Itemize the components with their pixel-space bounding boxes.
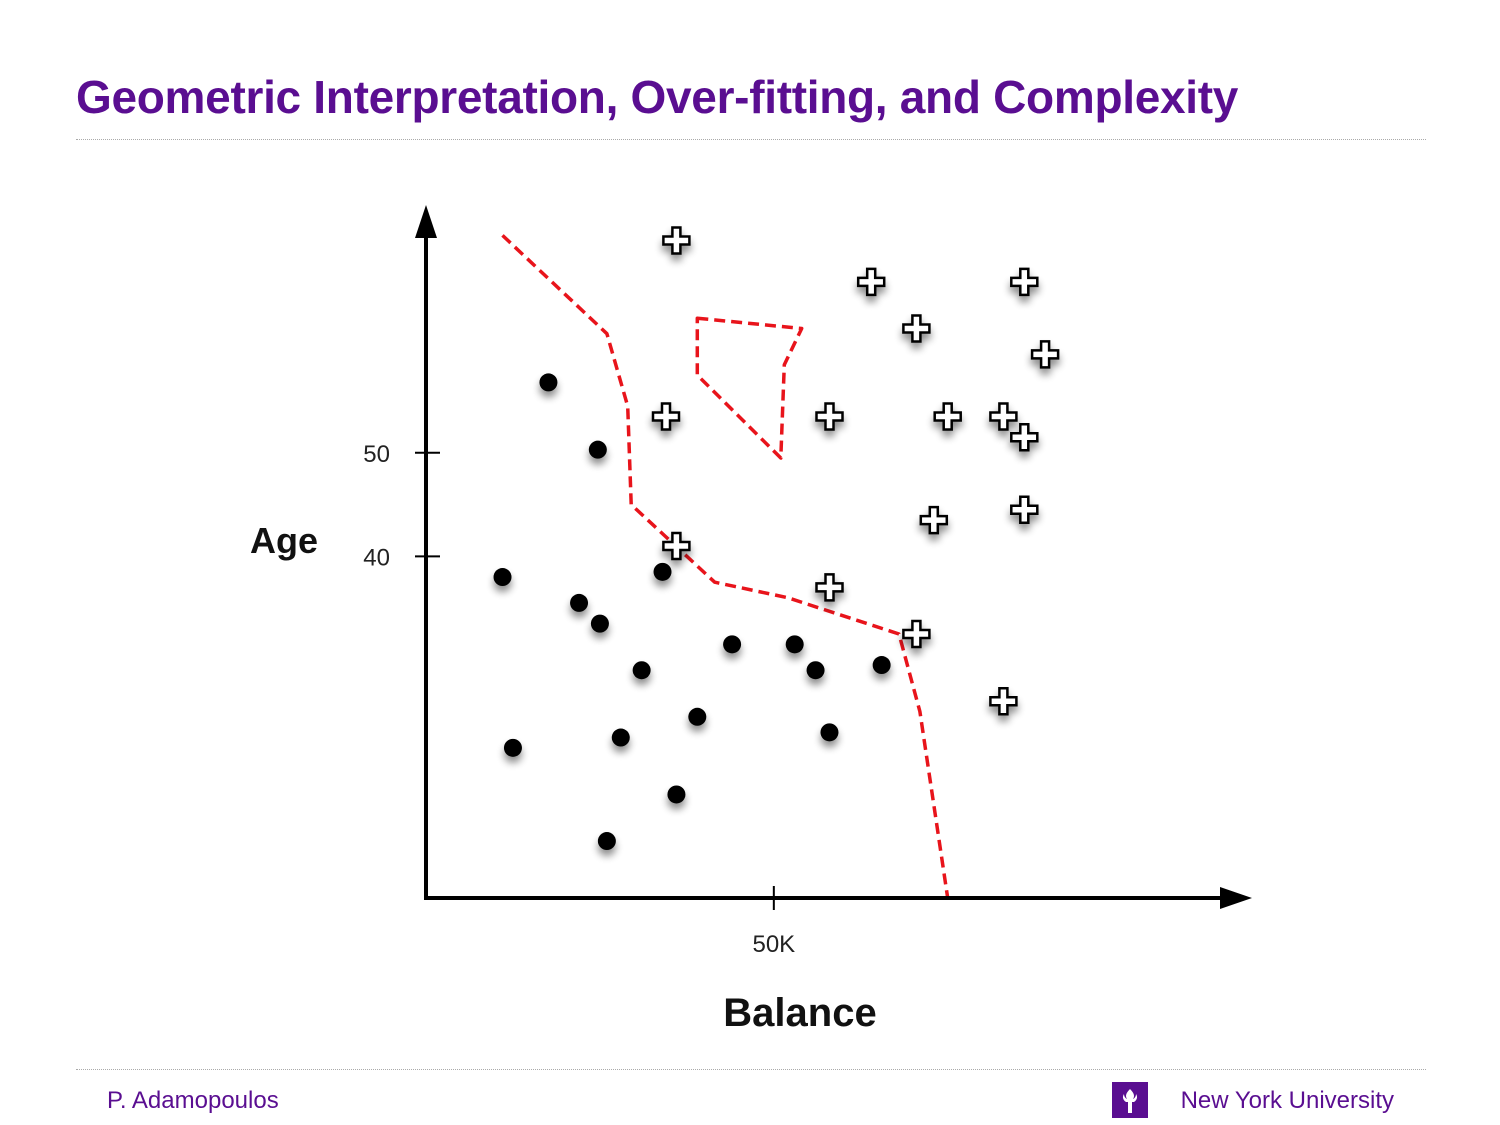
data-point-dot bbox=[653, 562, 672, 581]
data-point-plus bbox=[815, 402, 844, 431]
x-tick-label: 50K bbox=[752, 931, 795, 958]
x-axis-label: Balance bbox=[723, 991, 876, 1035]
data-point-dot bbox=[688, 707, 707, 726]
y-axis-label: Age bbox=[250, 520, 318, 561]
data-point-dot bbox=[503, 738, 522, 757]
data-point-dot bbox=[611, 728, 630, 747]
decision-boundary-2 bbox=[695, 316, 804, 460]
data-point-dot bbox=[806, 661, 825, 680]
data-point-plus bbox=[902, 619, 931, 649]
data-point-dot bbox=[785, 635, 804, 654]
y-tick-label: 50 bbox=[363, 441, 390, 468]
decision-boundary-1 bbox=[501, 234, 950, 899]
data-point-dot bbox=[590, 614, 609, 633]
data-point-plus bbox=[1010, 495, 1039, 524]
data-point-dot bbox=[597, 832, 616, 851]
data-point-plus bbox=[815, 573, 844, 602]
data-point-plus bbox=[989, 687, 1018, 716]
data-point-plus bbox=[902, 314, 931, 343]
data-point-plus bbox=[919, 505, 949, 535]
data-point-plus bbox=[856, 267, 886, 297]
data-point-dot bbox=[872, 656, 891, 675]
data-point-plus bbox=[989, 402, 1018, 431]
footer-divider bbox=[76, 1069, 1426, 1070]
data-point-dot bbox=[667, 785, 686, 804]
nyu-torch-icon bbox=[1112, 1082, 1148, 1118]
footer-organization: New York University bbox=[1180, 1087, 1394, 1114]
title-divider bbox=[76, 139, 1426, 140]
y-tick-label: 40 bbox=[363, 544, 390, 571]
data-point-plus bbox=[1030, 340, 1060, 369]
data-point-dot bbox=[570, 593, 589, 612]
data-point-dot bbox=[632, 661, 651, 680]
data-point-plus bbox=[1010, 267, 1039, 297]
data-point-dot bbox=[820, 723, 839, 742]
footer-author: P. Adamopoulos bbox=[107, 1087, 279, 1114]
data-point-plus bbox=[1010, 423, 1039, 452]
data-point-plus bbox=[662, 226, 691, 255]
data-point-dot bbox=[539, 373, 558, 392]
data-point-dot bbox=[723, 635, 742, 654]
data-point-dot bbox=[493, 568, 512, 587]
x-axis-arrow bbox=[1220, 887, 1252, 909]
data-point-plus bbox=[651, 402, 681, 431]
y-axis-arrow bbox=[415, 205, 437, 238]
slide-title: Geometric Interpretation, Over-fitting, … bbox=[76, 71, 1239, 123]
data-point-plus bbox=[933, 402, 962, 431]
data-point-dot bbox=[588, 440, 607, 459]
data-point-plus bbox=[662, 531, 691, 561]
